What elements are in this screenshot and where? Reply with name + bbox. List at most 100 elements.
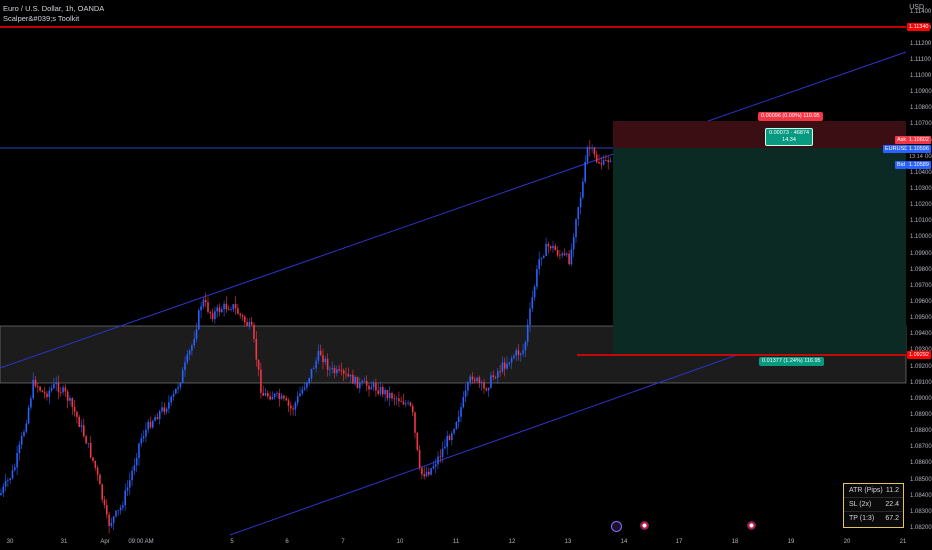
candle-body	[356, 376, 359, 389]
candle-body	[529, 308, 531, 325]
candle-body	[99, 474, 101, 485]
candle-body	[214, 311, 216, 320]
candle-body	[207, 302, 209, 312]
candle-body	[14, 467, 16, 471]
candle-body	[411, 405, 414, 413]
candle-body	[313, 368, 315, 369]
candle-body	[476, 377, 478, 382]
candle-body	[329, 368, 331, 370]
candles	[0, 140, 612, 534]
candle-body	[179, 383, 182, 388]
candle-body	[457, 416, 460, 422]
entry-label[interactable]: 0.00073 · 46874 14.34	[765, 128, 814, 146]
price-tick-label: 1.08600	[910, 460, 932, 467]
tp-row-label: TP (1:3)	[849, 515, 875, 522]
candle-body	[299, 393, 301, 397]
candle-body	[441, 448, 444, 457]
candle-body	[331, 367, 333, 369]
candle-body	[308, 378, 310, 383]
candle-body	[333, 367, 336, 374]
candle-body	[131, 470, 133, 481]
candle-body	[469, 376, 471, 383]
price-tick-label: 1.09900	[910, 250, 932, 257]
candle-body	[317, 350, 320, 361]
resistance-price-tag: 1.11340	[907, 23, 931, 31]
candle-body	[395, 398, 398, 400]
candle-body	[589, 147, 591, 149]
sl-row: SL (2x) 22.4	[844, 498, 903, 512]
bid-tag-label: Bid	[895, 161, 907, 169]
indicator-name[interactable]: Scalper&#039;s Toolkit	[3, 14, 80, 23]
candle-body	[315, 360, 317, 369]
price-tick-label: 1.10900	[910, 89, 932, 96]
candle-body	[73, 407, 76, 412]
candle-body	[494, 376, 497, 378]
candle-body	[492, 375, 494, 377]
us-flag-event-icon[interactable]	[640, 521, 649, 530]
candle-body	[405, 403, 407, 405]
candle-body	[467, 382, 469, 391]
candle-body	[135, 458, 138, 466]
time-tick-label: 11	[452, 539, 460, 545]
candle-body	[375, 383, 377, 391]
candle-body	[510, 358, 513, 363]
candle-body	[303, 387, 306, 390]
time-tick-label: 20	[843, 539, 851, 545]
currency-unit[interactable]: USD	[909, 4, 924, 11]
candle-body	[2, 486, 5, 494]
candle-body	[69, 398, 71, 401]
candle-body	[368, 385, 370, 390]
candle-body	[198, 310, 200, 330]
candle-body	[175, 388, 177, 394]
candle-body	[568, 253, 570, 265]
event-lightning-icon[interactable]	[611, 521, 622, 532]
candle-body	[11, 470, 14, 479]
take-profit-label[interactable]: 0.01377 (1.24%) 116.95	[759, 357, 824, 366]
candle-body	[384, 390, 386, 395]
candle-body	[349, 374, 352, 377]
candle-body	[280, 395, 283, 399]
price-tick-label: 1.09800	[910, 266, 932, 273]
candle-body	[402, 401, 405, 405]
candle-body	[273, 393, 276, 398]
candle-body	[4, 480, 7, 487]
candle-body	[83, 425, 85, 437]
candle-body	[200, 306, 202, 311]
candle-body	[490, 375, 492, 388]
candle-body	[595, 154, 598, 162]
candle-body	[34, 379, 37, 387]
stop-loss-label[interactable]: 0.00096 (0.09%) 110.05	[758, 112, 823, 121]
candle-body	[184, 362, 186, 371]
candle-body	[193, 338, 195, 346]
candle-body	[301, 389, 304, 394]
candle-body	[464, 390, 467, 398]
candle-body	[152, 420, 154, 428]
price-tick-label: 1.09100	[910, 379, 932, 386]
candle-body	[487, 387, 490, 391]
price-tick-label: 1.10100	[910, 218, 932, 225]
candle-body	[418, 449, 421, 468]
candle-body	[407, 402, 409, 404]
candle-body	[533, 286, 536, 298]
candle-body	[241, 315, 244, 317]
candle-body	[271, 397, 274, 400]
candle-body	[154, 417, 156, 421]
candle-body	[400, 401, 402, 403]
price-tick-label: 1.09400	[910, 331, 932, 338]
candle-body	[306, 382, 308, 388]
sl-row-label: SL (2x)	[849, 501, 872, 508]
candle-body	[446, 435, 448, 447]
candle-body	[575, 219, 577, 238]
candle-body	[338, 369, 340, 371]
candle-body	[455, 421, 458, 429]
candle-body	[25, 423, 28, 432]
us-flag-event-icon[interactable]	[747, 521, 756, 530]
price-tick-label: 1.08400	[910, 492, 932, 499]
price-tick-label: 1.09200	[910, 363, 932, 370]
candle-body	[292, 408, 294, 410]
candle-body	[566, 253, 568, 255]
candle-body	[423, 474, 425, 477]
candle-body	[598, 161, 600, 164]
